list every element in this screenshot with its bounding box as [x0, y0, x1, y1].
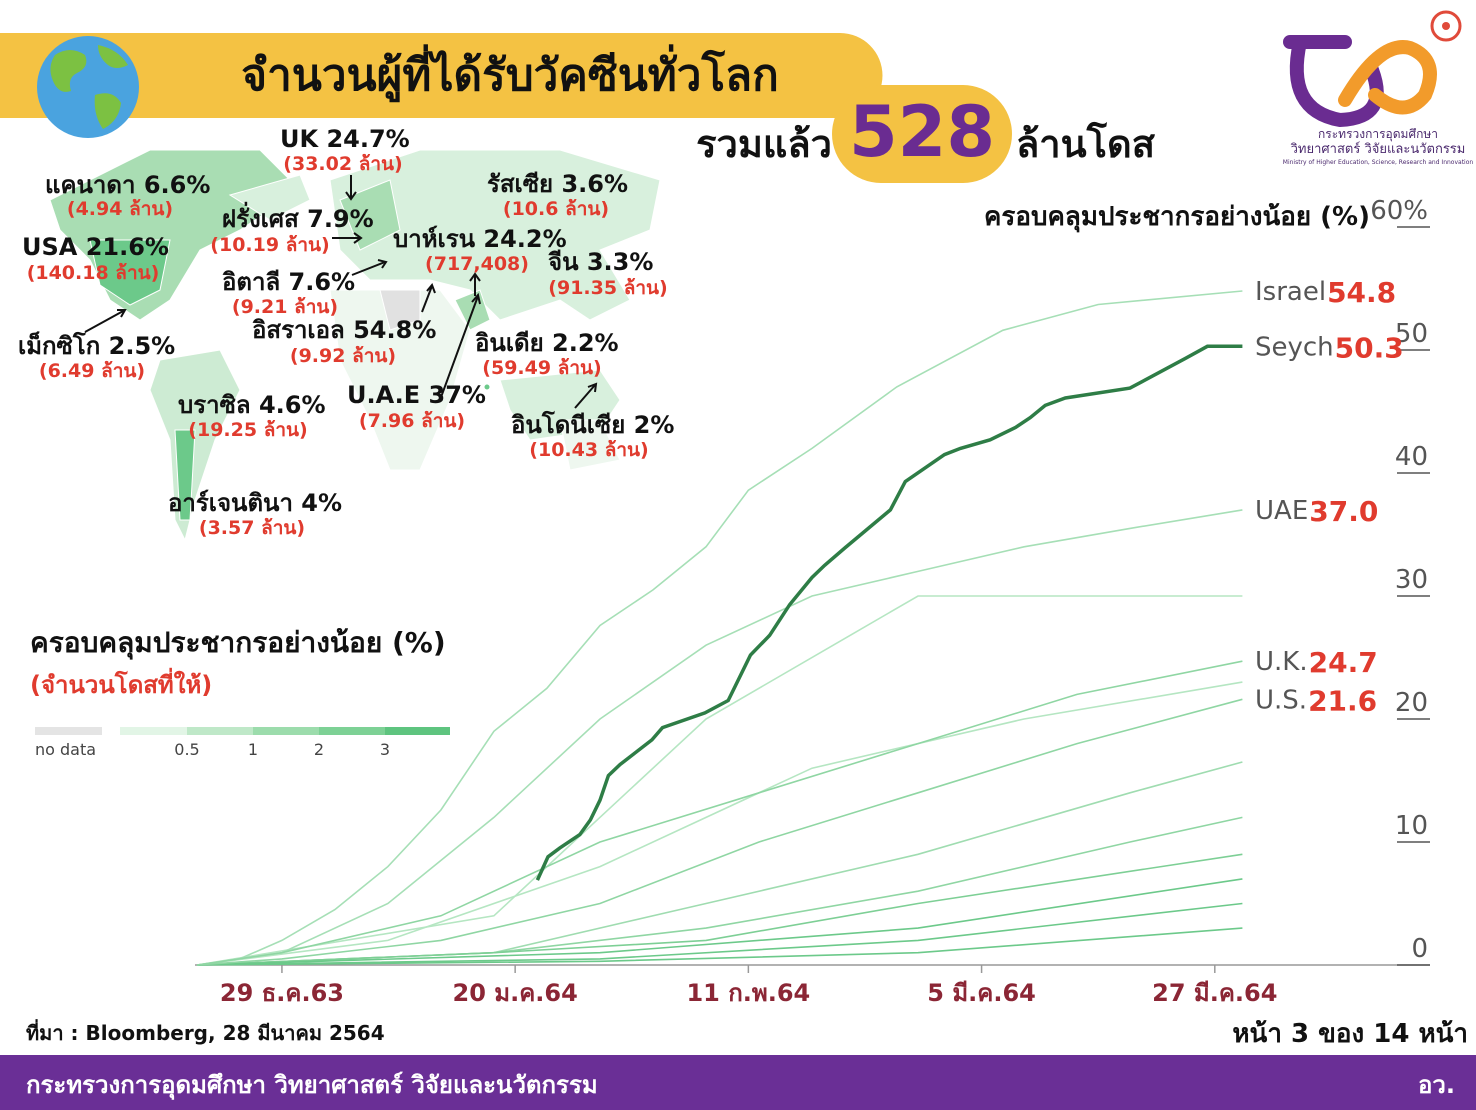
legend-tick-label: 2 [314, 740, 324, 759]
country-doses: (7.96 ล้าน) [359, 410, 465, 432]
country-label: ฝรั่งเศส 7.9% [222, 201, 374, 233]
country-label: บราซิล 4.6% [178, 391, 326, 419]
x-tick-label: 27 มี.ค.64 [1152, 979, 1277, 1007]
page-number: หน้า 3 ของ 14 หน้า [1232, 1019, 1468, 1049]
country-label: รัสเซีย 3.6% [487, 170, 628, 198]
line-chart: 0 10 20 30 40 50 60% 29 ธ.ค.63 20 ม.ค.64 11 ก.พ.6… [195, 196, 1430, 1007]
map-legend-title: ครอบคลุมประชากรอย่างน้อย (%) [30, 626, 446, 660]
world-map [49, 149, 661, 542]
map-labels: UK 24.7%(33.02 ล้าน) แคนาดา 6.6%(4.94 ล้า… [18, 125, 674, 539]
country-label: อิสราเอล 54.8% [252, 316, 436, 344]
country-label: อิตาลี 7.6% [222, 268, 355, 296]
country-label: อินเดีย 2.2% [475, 329, 619, 357]
country-label: แคนาดา 6.6% [45, 171, 210, 199]
series-end-label: 50.3 [1335, 331, 1404, 364]
country-doses: (9.21 ล้าน) [232, 296, 338, 318]
series-line [535, 344, 1243, 881]
country-doses: (19.25 ล้าน) [188, 419, 307, 441]
country-label: อาร์เจนตินา 4% [168, 489, 342, 517]
logo-line2: วิทยาศาสตร์ วิจัยและนวัตกรรม [1290, 141, 1465, 157]
header-band [0, 33, 883, 118]
total-value: 528 [849, 91, 995, 173]
series-line [197, 927, 1243, 966]
map-legend-subtitle: (จำนวนโดสที่ให้) [30, 667, 212, 699]
legend-color-scale [120, 727, 450, 735]
total-prefix: รวมแล้ว [696, 122, 832, 166]
country-doses: (4.94 ล้าน) [67, 198, 173, 220]
x-tick-label: 5 มี.ค.64 [927, 979, 1036, 1007]
country-doses: (33.02 ล้าน) [283, 153, 402, 175]
chart-title: ครอบคลุมประชากรอย่างน้อย (%) [984, 202, 1370, 233]
country-label: UK 24.7% [280, 125, 410, 153]
legend-tick-label: 0.5 [174, 740, 199, 759]
country-label: U.A.E 37% [347, 381, 486, 409]
country-doses: (10.19 ล้าน) [210, 234, 329, 256]
y-tick-label: 20 [1395, 688, 1428, 718]
country-label: เม็กซิโก 2.5% [18, 331, 175, 360]
country-doses: (3.57 ล้าน) [199, 517, 305, 539]
series-line [196, 290, 1243, 966]
series-line [197, 902, 1243, 966]
country-doses: (91.35 ล้าน) [548, 277, 667, 299]
series-line [197, 761, 1243, 966]
legend-no-data: no data [35, 740, 96, 759]
legend-ticks: 0.5 1 2 3 [174, 740, 390, 759]
globe-icon [37, 36, 139, 138]
legend-tick-label: 3 [380, 740, 390, 759]
series-name: Seych [1255, 332, 1334, 362]
x-tick-label: 11 ก.พ.64 [686, 979, 810, 1007]
country-doses: (9.92 ล้าน) [290, 345, 396, 367]
country-doses: (717,408) [425, 253, 529, 275]
series-end-label: 37.0 [1309, 495, 1378, 528]
ministry-logo [1283, 10, 1462, 128]
logo-line1: กระทรวงการอุดมศึกษา [1318, 127, 1438, 142]
country-label: จีน 3.3% [548, 248, 653, 276]
series-name: UAE [1255, 496, 1308, 526]
series-line [197, 878, 1243, 966]
series-name: U.K. [1255, 647, 1308, 677]
country-doses: (140.18 ล้าน) [27, 262, 160, 284]
x-tick-label: 29 ธ.ค.63 [220, 979, 344, 1007]
map-arrows [84, 175, 598, 409]
series-end-label: 21.6 [1308, 684, 1377, 717]
y-tick-label: 0 [1411, 934, 1428, 964]
footer-ministry: กระทรวงการอุดมศึกษา วิทยาศาสตร์ วิจัยและ… [26, 1071, 598, 1101]
total-pill [832, 85, 1012, 183]
legend-tick-label: 1 [248, 740, 258, 759]
series-name: Israel [1255, 277, 1326, 307]
country-doses: (59.49 ล้าน) [482, 357, 601, 379]
country-doses: (10.6 ล้าน) [503, 198, 609, 220]
header-title: จำนวนผู้ที่ได้รับวัคซีนทั่วโลก [241, 44, 778, 102]
y-tick-label: 50 [1395, 319, 1428, 349]
series-end-label: 54.8 [1327, 276, 1396, 309]
series-name: U.S. [1255, 685, 1307, 715]
series-line [196, 595, 1243, 966]
series-line [196, 509, 1243, 966]
series-line [196, 681, 1243, 966]
footer-abbr: อว. [1418, 1071, 1455, 1099]
series-line [197, 853, 1243, 966]
y-tick-label: 30 [1395, 565, 1428, 595]
y-tick-label: 40 [1395, 442, 1428, 472]
country-doses: (10.43 ล้าน) [529, 439, 648, 461]
series-line [197, 698, 1243, 966]
series-line [196, 660, 1243, 966]
series-end-label: 24.7 [1309, 646, 1378, 679]
footer-bar [0, 1055, 1476, 1110]
country-label: USA 21.6% [22, 233, 169, 261]
logo-line3: Ministry of Higher Education, Science, R… [1283, 159, 1474, 166]
country-label: บาห์เรน 24.2% [393, 225, 567, 253]
source: ที่มา : Bloomberg, 28 มีนาคม 2564 [26, 1018, 385, 1045]
y-tick-label: 60% [1370, 196, 1428, 226]
country-label: อินโดนีเซีย 2% [511, 410, 674, 439]
total-suffix: ล้านโดส [1016, 121, 1156, 166]
country-doses: (6.49 ล้าน) [39, 360, 145, 382]
y-tick-label: 10 [1395, 811, 1428, 841]
legend-no-data-swatch [35, 727, 102, 735]
x-tick-label: 20 ม.ค.64 [453, 979, 578, 1007]
